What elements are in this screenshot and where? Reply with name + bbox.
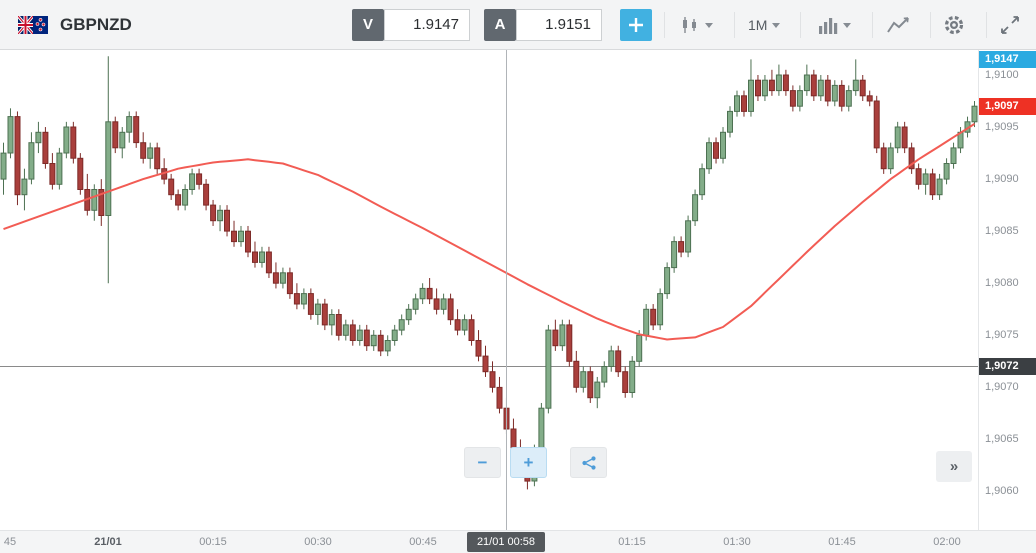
price-badge: 1,9072 — [979, 358, 1036, 375]
price-axis-label: 1,9070 — [985, 381, 1019, 393]
toolbar-separator — [986, 12, 987, 38]
buy-price-field[interactable]: 1.9151 — [516, 9, 602, 41]
candlestick-series — [0, 56, 978, 490]
price-axis[interactable]: 1,9100 1,9095 1,9090 1,9085 1,9080 1,9075 1,90… — [978, 50, 1036, 530]
price-axis-label: 1,9065 — [985, 433, 1019, 445]
histogram-bars-icon — [819, 18, 838, 34]
moving-average-line — [3, 123, 976, 341]
time-axis-label: 01:45 — [828, 536, 856, 548]
time-axis-label: 21/01 — [94, 536, 122, 548]
price-axis-label: 1,9080 — [985, 277, 1019, 289]
toolbar-separator — [872, 12, 873, 38]
price-badge: 1,9097 — [979, 98, 1036, 115]
chart-plot-area[interactable]: − + » — [0, 50, 978, 530]
buy-label-badge: A — [484, 9, 516, 41]
indicators-button[interactable] — [818, 9, 851, 41]
time-axis-label: 45 — [3, 536, 17, 548]
time-axis-label: 00:30 — [304, 536, 332, 548]
chevron-down-icon — [705, 22, 713, 28]
flag-graphic — [16, 15, 48, 35]
time-axis-label: 00:15 — [199, 536, 227, 548]
collapse-panel-button[interactable]: » — [936, 451, 972, 482]
toolbar-separator — [930, 12, 931, 38]
chevron-down-icon — [772, 22, 781, 28]
time-axis-label: 01:15 — [618, 536, 646, 548]
share-icon — [581, 455, 596, 470]
price-axis-label: 1,9060 — [985, 485, 1019, 497]
share-button[interactable] — [570, 447, 607, 478]
price-axis-label: 1,9100 — [985, 69, 1019, 81]
chart-compare-button[interactable] — [886, 9, 910, 41]
time-axis-label: 01:30 — [723, 536, 751, 548]
symbol-title: GBPNZD — [60, 15, 132, 34]
time-axis-label: 00:45 — [409, 536, 437, 548]
zoom-out-button[interactable]: − — [464, 447, 501, 478]
time-axis[interactable]: 21/01 00:58 4521/0100:1500:3000:4501:000… — [0, 530, 1036, 553]
settings-gear-button[interactable] — [942, 9, 966, 41]
gbpnzd-flag-icon — [16, 15, 48, 35]
price-axis-label: 1,9095 — [985, 121, 1019, 133]
toolbar-separator — [734, 12, 735, 38]
crosshair-time-tooltip: 21/01 00:58 — [467, 532, 545, 552]
trend-line-icon — [887, 17, 909, 33]
chart-toolbar: GBPNZD V 1.9147 A 1.9151 1M — [0, 0, 1036, 50]
sell-price-field[interactable]: 1.9147 — [384, 9, 470, 41]
toolbar-separator — [800, 12, 801, 38]
time-axis-label: 02:00 — [933, 536, 961, 548]
chart-type-button[interactable] — [680, 9, 713, 41]
zoom-in-button[interactable]: + — [510, 447, 547, 478]
expand-chart-button[interactable] — [1000, 9, 1020, 41]
candlestick-chart-icon — [683, 17, 696, 33]
price-axis-label: 1,9075 — [985, 329, 1019, 341]
crosshair-tool-button[interactable] — [620, 9, 652, 41]
gear-icon — [944, 15, 964, 35]
timeframe-button[interactable]: 1M — [748, 9, 781, 41]
toolbar-separator — [664, 12, 665, 38]
chevron-down-icon — [843, 22, 851, 28]
sell-label-badge: V — [352, 9, 384, 41]
price-badge: 1,9147 — [979, 51, 1036, 68]
price-axis-label: 1,9090 — [985, 173, 1019, 185]
crosshair-icon — [629, 18, 643, 32]
expand-arrows-icon — [1001, 16, 1019, 34]
timeframe-label: 1M — [748, 17, 768, 33]
price-axis-label: 1,9085 — [985, 225, 1019, 237]
